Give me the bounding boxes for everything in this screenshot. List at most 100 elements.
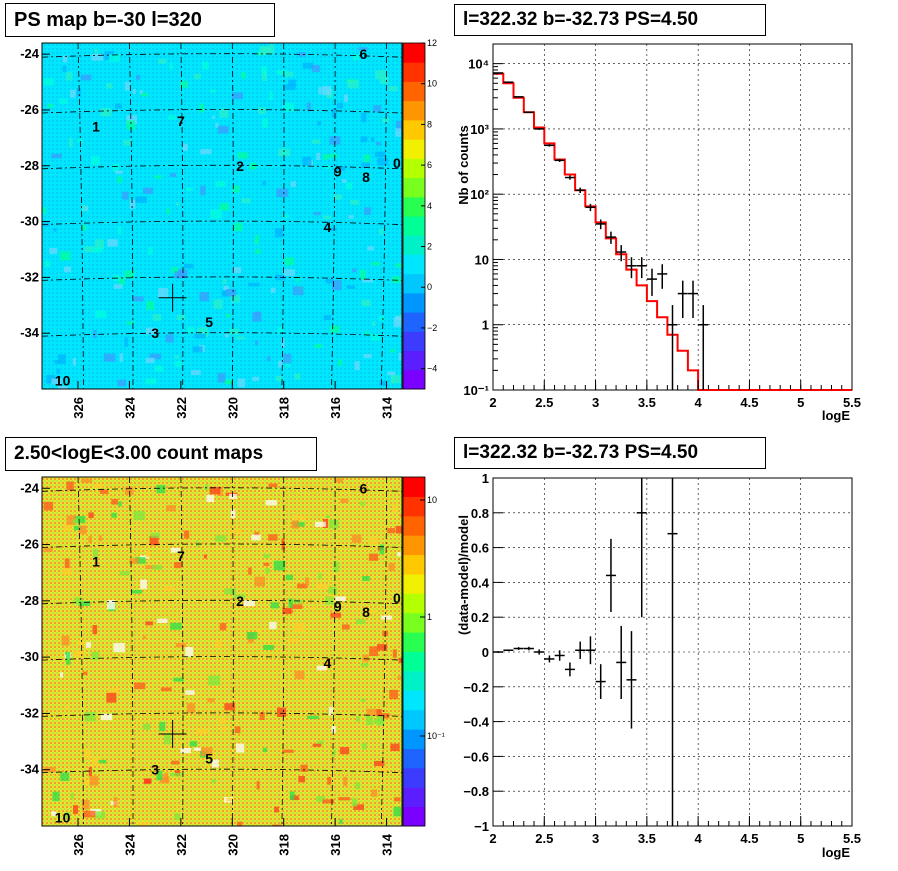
map-parallel-line	[42, 768, 402, 774]
map-pixel-blob	[395, 315, 402, 321]
map-pixel-blob	[43, 78, 54, 86]
map-pixel-blob	[364, 207, 371, 215]
map-pixel-blob	[277, 69, 288, 75]
ps-map-background	[42, 43, 402, 389]
map-pixel-blob	[209, 486, 221, 495]
map-pixel-blob	[81, 799, 90, 810]
map-pixel-blob	[283, 353, 292, 364]
map-pixel-blob	[107, 600, 116, 610]
ps-map-coordinate-grid	[42, 43, 402, 389]
map-pixel-blob	[43, 548, 53, 553]
colorbar-segment	[403, 254, 425, 275]
map-pixel-blob	[397, 552, 401, 557]
map-pixel-blob	[145, 621, 153, 626]
map-pixel-blob	[293, 599, 303, 604]
map-pixel-blob	[358, 47, 368, 51]
spectrum-x-tick-label: 4.5	[740, 395, 758, 410]
map-pixel-blob	[369, 646, 378, 657]
map-pixel-blob	[191, 370, 201, 376]
map-meridian-line	[331, 43, 336, 389]
map-pixel-blob	[173, 562, 182, 569]
map-pixel-blob	[221, 727, 228, 731]
map-pixel-blob	[283, 84, 296, 91]
map-pixel-blob	[268, 483, 278, 488]
map-pixel-blob	[282, 749, 294, 753]
map-pixel-blob	[243, 600, 255, 607]
map-pixel-blob	[310, 607, 316, 611]
map-pixel-blob	[341, 179, 347, 183]
colorbar-segment	[403, 515, 425, 536]
map-pixel-blob	[64, 558, 70, 569]
map-pixel-blob	[124, 337, 128, 347]
map-pixel-blob	[166, 208, 170, 214]
map-pixel-blob	[145, 327, 158, 335]
colorbar-segment	[403, 690, 425, 711]
map-pixel-blob	[59, 98, 68, 105]
colorbar-segment	[403, 593, 425, 614]
source-label: 9	[334, 163, 342, 179]
map-pixel-blob	[335, 596, 346, 601]
map-pixel-blob	[393, 317, 402, 328]
map-pixel-blob	[193, 747, 202, 751]
map-meridian-line	[180, 477, 184, 826]
colorbar-segment	[403, 806, 425, 827]
map-pixel-blob	[145, 551, 151, 558]
map-meridian-line	[331, 477, 336, 826]
map-pixel-blob	[215, 122, 219, 128]
residual-x-tick-label: 5.5	[843, 831, 861, 846]
map-pixel-blob	[51, 811, 57, 817]
map-pixel-blob	[148, 247, 153, 255]
map-pixel-blob	[393, 797, 401, 802]
spectrum-x-tick-label: 3	[592, 395, 599, 410]
colorbar-segment	[403, 554, 425, 575]
map-pixel-blob	[375, 70, 387, 80]
map-pixel-blob	[171, 267, 179, 274]
map-pixel-blob	[52, 791, 60, 802]
map-pixel-blob	[70, 89, 76, 98]
map-pixel-blob	[391, 276, 401, 283]
residual-y-tick-label: −0.2	[463, 680, 489, 695]
map-pixel-blob	[306, 102, 311, 112]
map-pixel-blob	[60, 251, 71, 261]
map-meridian-line	[380, 477, 387, 826]
map-pixel-blob	[281, 338, 285, 348]
map-pixel-blob	[282, 214, 290, 218]
map-pixel-blob	[261, 66, 267, 74]
map-pixel-blob	[211, 759, 219, 768]
map-pixel-blob	[232, 185, 240, 193]
map-pixel-blob	[169, 772, 182, 777]
colorbar-segment	[403, 632, 425, 652]
map-pixel-blob	[89, 775, 99, 786]
source-label: 4	[324, 219, 332, 235]
map-pixel-blob	[173, 677, 184, 682]
map-pixel-blob	[363, 353, 372, 358]
map-pixel-blob	[390, 374, 395, 383]
map-x-tick-label: 324	[122, 833, 137, 855]
map-pixel-blob	[65, 705, 69, 710]
source-label: 2	[236, 158, 244, 174]
map-y-tick-label: -26	[20, 537, 39, 552]
map-parallel-line	[42, 276, 402, 281]
colorbar-tick-label: 12	[427, 38, 437, 48]
map-pixel-blob	[255, 340, 259, 346]
count-map-panel: 326 324 322 320 318 316 314 -24-26-28-30-32-34…	[20, 476, 445, 856]
map-pixel-blob	[51, 153, 62, 159]
map-pixel-blob	[316, 665, 327, 671]
map-pixel-blob	[217, 373, 226, 383]
colorbar-segment	[403, 139, 425, 159]
map-pixel-blob	[66, 515, 76, 525]
map-pixel-blob	[194, 333, 206, 339]
map-pixel-blob	[343, 776, 348, 786]
map-pixel-blob	[391, 375, 402, 384]
map-pixel-blob	[208, 675, 221, 686]
map-pixel-blob	[364, 331, 370, 336]
map-pixel-blob	[92, 625, 98, 635]
map-parallel-line	[42, 332, 402, 337]
map-pixel-blob	[126, 120, 135, 130]
map-pixel-blob	[223, 285, 229, 291]
map-pixel-blob	[212, 115, 216, 119]
map-pixel-blob	[270, 602, 279, 609]
map-pixel-blob	[82, 671, 88, 675]
map-x-tick-label: 314	[380, 833, 395, 855]
residual-grid	[493, 478, 852, 826]
